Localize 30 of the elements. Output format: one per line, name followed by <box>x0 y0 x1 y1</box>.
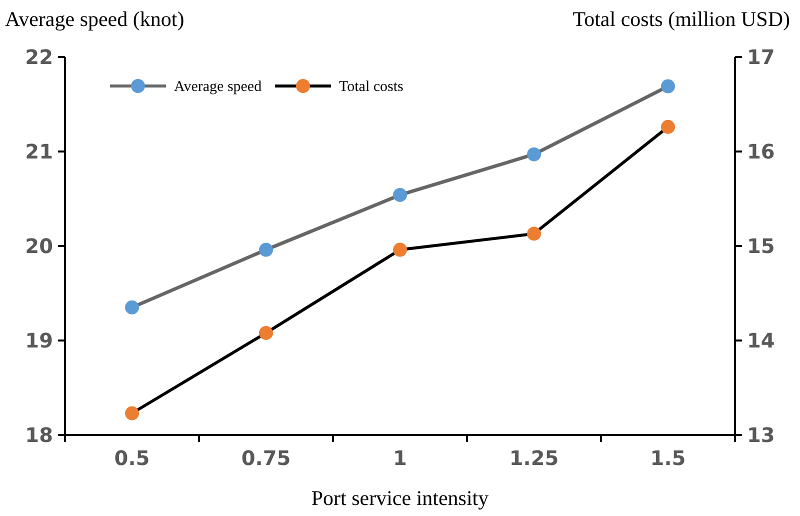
x-tick-label: 0.5 <box>114 446 150 470</box>
point <box>527 147 541 162</box>
y2-tick-label: 15 <box>747 234 775 258</box>
y-tick-label: 21 <box>25 140 53 164</box>
y2-tick-label: 16 <box>747 140 775 164</box>
y2-tick-label: 13 <box>747 423 775 447</box>
point <box>125 406 139 420</box>
legend-label: Average speed <box>174 79 262 95</box>
y-tick-label: 20 <box>25 234 53 258</box>
y-tick-label: 19 <box>25 328 53 352</box>
point <box>393 242 407 257</box>
y2-tick-label: 17 <box>747 45 775 69</box>
point <box>527 226 541 241</box>
point <box>259 242 273 257</box>
point <box>125 300 139 314</box>
point <box>259 326 273 340</box>
y2-tick-label: 14 <box>747 328 775 352</box>
x-tick-label: 1 <box>393 446 407 470</box>
x-tick-label: 1.5 <box>650 446 686 470</box>
y-tick-label: 22 <box>25 45 53 69</box>
y-tick-label: 18 <box>25 423 53 447</box>
point <box>393 188 407 202</box>
y2-axis-title: Total costs (million USD) <box>572 7 790 31</box>
y-axis-title: Average speed (knot) <box>5 7 184 31</box>
x-tick-label: 1.25 <box>509 446 559 470</box>
x-axis-title: Port service intensity <box>311 486 490 510</box>
point <box>661 120 675 134</box>
x-tick-label: 0.75 <box>241 446 291 470</box>
legend-label: Total costs <box>339 79 404 95</box>
point <box>661 79 675 94</box>
